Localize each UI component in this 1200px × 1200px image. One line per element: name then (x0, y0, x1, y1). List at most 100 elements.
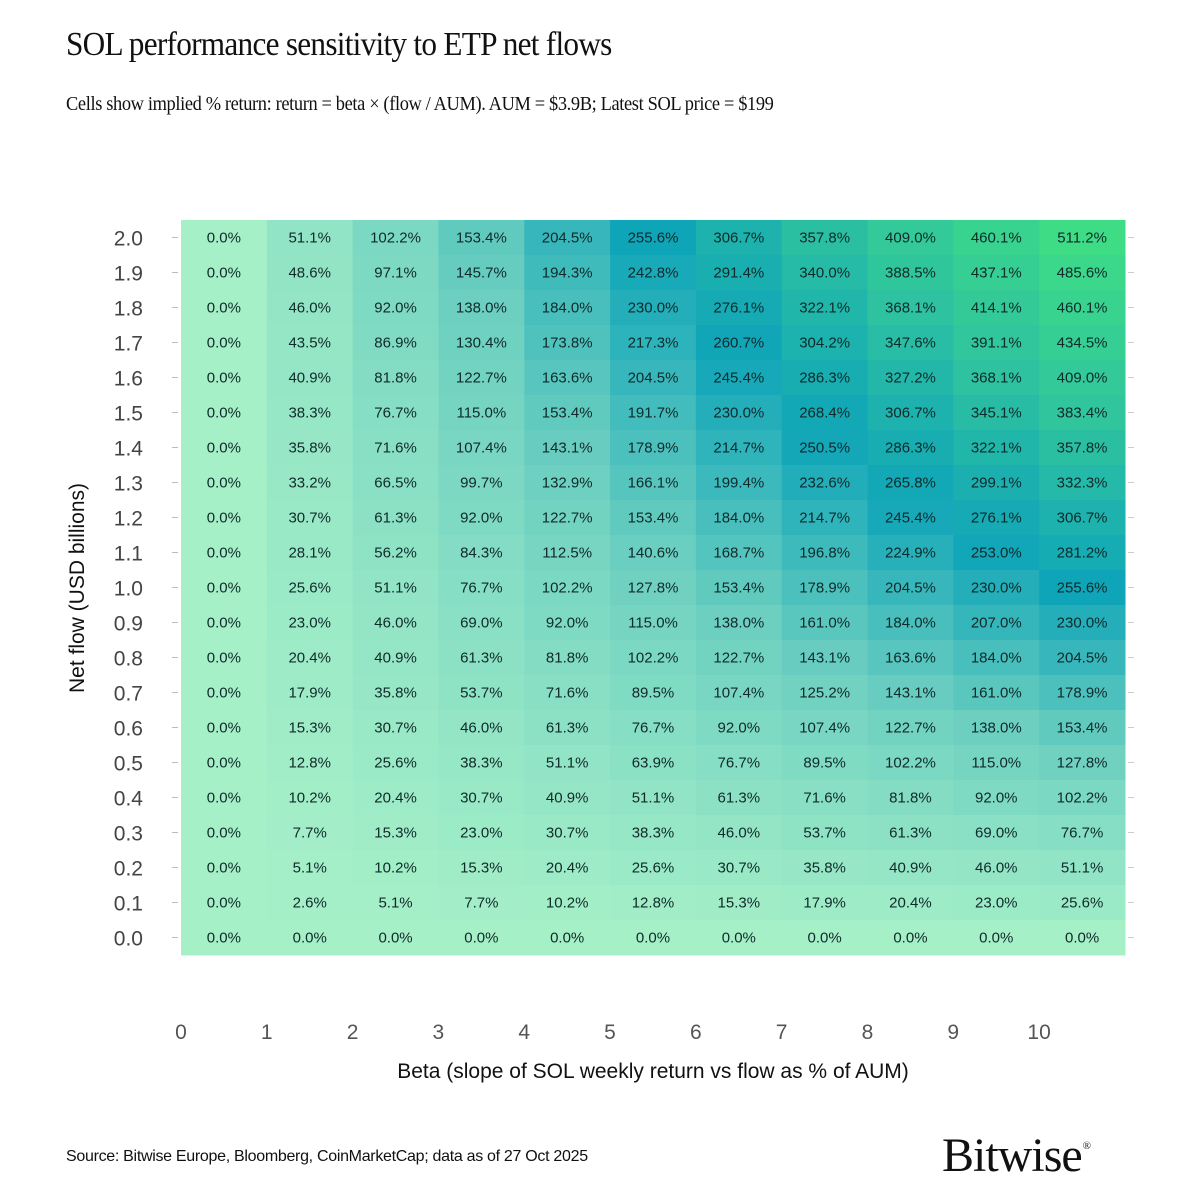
cell-value-label: 0.0% (207, 300, 241, 317)
cell-value-label: 20.4% (374, 790, 417, 807)
heatmap-cell (781, 220, 869, 256)
cell-value-label: 204.5% (628, 370, 679, 387)
heatmap-cell (438, 395, 525, 431)
heatmap-cell (610, 220, 697, 256)
heatmap-cell (524, 920, 611, 956)
cell-value-label: 199.4% (713, 475, 764, 492)
cell-value-label: 0.0% (207, 860, 241, 877)
heatmap-cell (695, 710, 783, 746)
cell-value-label: 232.6% (799, 475, 850, 492)
cell-value-label: 0.0% (207, 685, 241, 702)
heatmap-cell (266, 535, 354, 571)
heatmap-cell (266, 570, 354, 606)
y-tick-label: 0.3 (114, 823, 143, 846)
heatmap-cell (695, 395, 783, 431)
chart-title: SOL performance sensitivity to ETP net f… (66, 26, 612, 63)
cell-value-label: 102.2% (1057, 790, 1108, 807)
heatmap-cell (438, 850, 525, 886)
heatmap-cell (181, 325, 268, 361)
heatmap-cell (867, 780, 954, 816)
heatmap-cell (181, 815, 268, 851)
cell-value-label: 35.8% (803, 860, 846, 877)
cell-value-label: 357.8% (799, 230, 850, 247)
heatmap-cell (1039, 535, 1126, 571)
y-tick-label: 2.0 (114, 228, 143, 251)
cell-value-label: 230.0% (971, 580, 1022, 597)
x-tick-label: 4 (518, 1021, 530, 1044)
cell-value-label: 276.1% (971, 510, 1022, 527)
cell-value-label: 122.7% (542, 510, 593, 527)
heatmap-cell (867, 605, 954, 641)
cell-value-label: 46.0% (374, 615, 417, 632)
heatmap-cell (524, 850, 611, 886)
cell-value-label: 51.1% (632, 790, 675, 807)
heatmap-cell (867, 640, 954, 676)
cell-value-label: 140.6% (628, 545, 679, 562)
heatmap-cell (610, 710, 697, 746)
cell-value-label: 102.2% (542, 580, 593, 597)
heatmap-cell (524, 640, 611, 676)
cell-value-label: 5.1% (293, 860, 327, 877)
cell-value-label: 102.2% (628, 650, 679, 667)
cell-value-label: 107.4% (456, 440, 507, 457)
heatmap-cell (695, 255, 783, 291)
heatmap-cell (266, 430, 354, 466)
cell-value-label: 102.2% (885, 755, 936, 772)
heatmap-cell (1039, 255, 1126, 291)
heatmap-cell (610, 430, 697, 466)
cell-value-label: 40.9% (374, 650, 417, 667)
heatmap-cell (266, 465, 354, 501)
cell-value-label: 0.0% (207, 615, 241, 632)
cell-value-label: 40.9% (889, 860, 932, 877)
y-tick-label: 1.4 (114, 438, 144, 461)
cell-value-label: 0.0% (207, 545, 241, 562)
x-tick-label: 1 (261, 1021, 273, 1044)
cell-value-label: 115.0% (456, 405, 506, 422)
heatmap-cell (1039, 605, 1126, 641)
heatmap-cell (867, 570, 954, 606)
cell-value-label: 7.7% (464, 895, 498, 912)
heatmap-cell (352, 395, 439, 431)
heatmap-cell (524, 500, 611, 536)
heatmap-cell (1039, 325, 1126, 361)
heatmap-cell (181, 360, 268, 396)
heatmap-cell (181, 640, 268, 676)
heatmap-cell (953, 675, 1040, 711)
cell-value-label: 0.0% (207, 510, 241, 527)
cell-value-label: 281.2% (1057, 545, 1108, 562)
heatmap-cell (352, 920, 439, 956)
cell-value-label: 115.0% (971, 755, 1021, 772)
cell-value-label: 153.4% (456, 230, 507, 247)
cell-value-label: 81.8% (546, 650, 589, 667)
heatmap-cell (438, 605, 525, 641)
x-tick-label: 10 (1027, 1021, 1050, 1044)
cell-value-label: 204.5% (1057, 650, 1108, 667)
cell-value-label: 10.2% (288, 790, 331, 807)
cell-value-label: 0.0% (207, 650, 241, 667)
x-axis-ticks: 0 1 2 3 4 5 6 7 8 9 10 (175, 1021, 1051, 1044)
cell-value-label: 166.1% (628, 475, 679, 492)
heatmap-cell (352, 500, 439, 536)
cell-value-label: 40.9% (546, 790, 589, 807)
heatmap-cell (867, 850, 954, 886)
y-tick-label: 0.4 (114, 788, 144, 811)
heatmap-cell (695, 605, 783, 641)
cell-value-label: 2.6% (293, 895, 327, 912)
heatmap-cell (867, 535, 954, 571)
cell-value-label: 132.9% (542, 475, 593, 492)
heatmap-cell (438, 920, 525, 956)
cell-value-label: 61.3% (546, 720, 589, 737)
cell-value-label: 122.7% (713, 650, 764, 667)
cell-value-label: 35.8% (288, 440, 331, 457)
cell-value-label: 414.1% (971, 300, 1022, 317)
heatmap-cell (438, 780, 525, 816)
cell-value-label: 35.8% (374, 685, 417, 702)
heatmap-cell (1039, 570, 1126, 606)
heatmap-cell (524, 220, 611, 256)
heatmap-cell (352, 780, 439, 816)
cell-value-label: 409.0% (885, 230, 936, 247)
heatmap-cell (352, 535, 439, 571)
y-tick-label: 0.5 (114, 753, 143, 776)
cell-value-label: 434.5% (1057, 335, 1108, 352)
heatmap-cell (610, 605, 697, 641)
